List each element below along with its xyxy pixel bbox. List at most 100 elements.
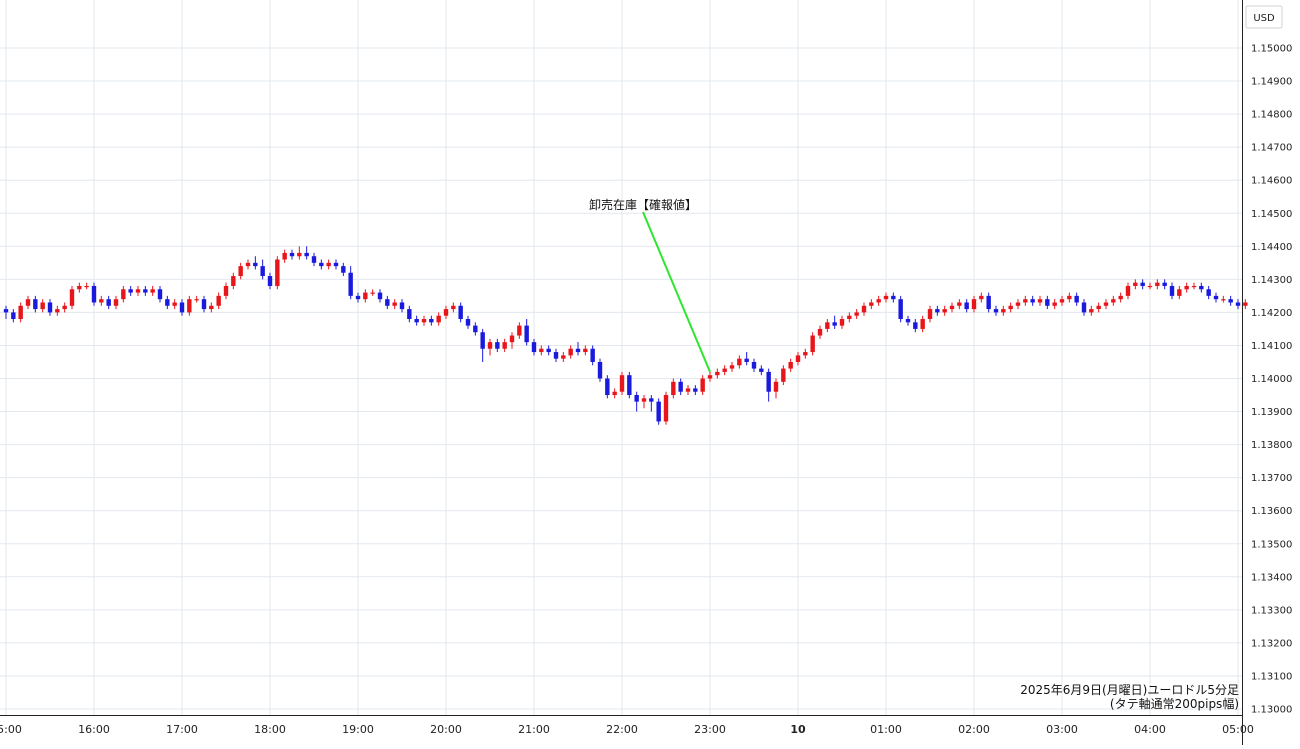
candle-body: [1184, 285, 1189, 290]
candle: [788, 358, 793, 372]
candle-body: [443, 309, 449, 316]
candle: [722, 365, 727, 376]
candle: [62, 302, 67, 313]
candle-body: [847, 315, 852, 320]
candle-body: [957, 302, 962, 306]
candle-body: [333, 262, 339, 267]
candle: [245, 259, 251, 270]
x-tick-label: 17:00: [166, 723, 198, 736]
candle-body: [1213, 295, 1219, 300]
candle-body: [1030, 299, 1035, 303]
candle: [407, 305, 412, 323]
candle: [333, 259, 339, 270]
candle: [737, 355, 742, 369]
candle-body: [150, 289, 155, 293]
candle: [854, 309, 859, 320]
candle-body: [77, 285, 82, 290]
candle: [179, 299, 185, 316]
candle-body: [869, 302, 874, 306]
candle: [979, 292, 984, 303]
candle-body: [641, 398, 647, 402]
candle: [715, 368, 720, 379]
candle: [99, 295, 104, 306]
candle: [47, 299, 53, 316]
candle-body: [1103, 302, 1109, 306]
candle: [810, 332, 815, 356]
candle: [267, 272, 273, 290]
candle-body: [311, 256, 317, 263]
candle: [656, 398, 661, 425]
candle-body: [1081, 302, 1087, 313]
currency-box: [1245, 5, 1283, 29]
candle-body: [25, 299, 31, 306]
candle-body: [583, 348, 588, 353]
candle: [553, 348, 559, 362]
candle-body: [143, 289, 148, 293]
y-tick-label: 1.15000: [1251, 44, 1292, 55]
candle-body: [1177, 289, 1182, 296]
candle: [465, 315, 471, 329]
annotation-line: [642, 211, 711, 373]
chart-caption-line: (タテ軸通常200pips幅): [1110, 696, 1239, 711]
candle-body: [949, 305, 955, 310]
candle-body: [1001, 309, 1006, 313]
candle-body: [209, 305, 214, 310]
candle-body: [634, 395, 639, 402]
candle: [326, 259, 331, 270]
candle: [1111, 295, 1116, 306]
candle-body: [1147, 285, 1153, 288]
candle-body: [1221, 299, 1226, 301]
candle-body: [1140, 282, 1145, 286]
candle: [91, 282, 97, 306]
candle-body: [861, 305, 867, 313]
candle-body: [165, 299, 170, 306]
candle: [685, 385, 691, 396]
candle-body: [216, 295, 221, 306]
candle-body: [1037, 299, 1043, 303]
candle-body: [781, 368, 786, 382]
candle-body: [69, 289, 75, 306]
y-tick-label: 1.14800: [1251, 110, 1292, 121]
candle: [25, 295, 31, 310]
candle: [1118, 292, 1123, 303]
candle: [311, 252, 317, 267]
candle-body: [1096, 305, 1101, 310]
candle-body: [91, 285, 97, 303]
x-tick-label: 20:00: [430, 723, 462, 736]
candle-body: [1235, 302, 1241, 306]
candle: [1213, 292, 1219, 303]
candle: [33, 295, 38, 313]
candle: [1089, 305, 1094, 316]
y-tick-label: 1.13900: [1251, 407, 1292, 418]
candle-body: [47, 302, 53, 313]
candle-body: [986, 295, 991, 310]
candle: [1052, 299, 1057, 310]
candle-body: [128, 289, 133, 293]
candle: [223, 282, 229, 300]
candle: [1162, 279, 1167, 290]
candle: [436, 312, 441, 326]
candle-body: [429, 319, 434, 323]
candle: [964, 299, 969, 313]
candle-body: [883, 295, 889, 300]
candle: [1191, 282, 1197, 290]
candle-body: [1067, 295, 1072, 300]
x-tick-label: 02:00: [958, 723, 990, 736]
candle-body: [495, 342, 500, 349]
y-tick-label: 1.14500: [1251, 209, 1292, 220]
candle: [319, 259, 324, 270]
candle-body: [1199, 285, 1204, 290]
candle-body: [619, 375, 625, 392]
x-tick-label: 04:00: [1134, 723, 1166, 736]
annotation-layer: 卸売在庫【確報値】 2025年6月9日(月曜日)ユーロドル5分足(タテ軸通常200…: [589, 197, 1239, 711]
candle: [18, 302, 23, 323]
candle-body: [3, 309, 9, 313]
y-tick-label: 1.13600: [1251, 506, 1292, 517]
candle-body: [1015, 302, 1021, 306]
x-tick-label: 01:00: [870, 723, 902, 736]
candle: [935, 305, 940, 316]
candle-body: [238, 266, 243, 277]
candle: [949, 302, 955, 313]
candle: [304, 246, 309, 260]
